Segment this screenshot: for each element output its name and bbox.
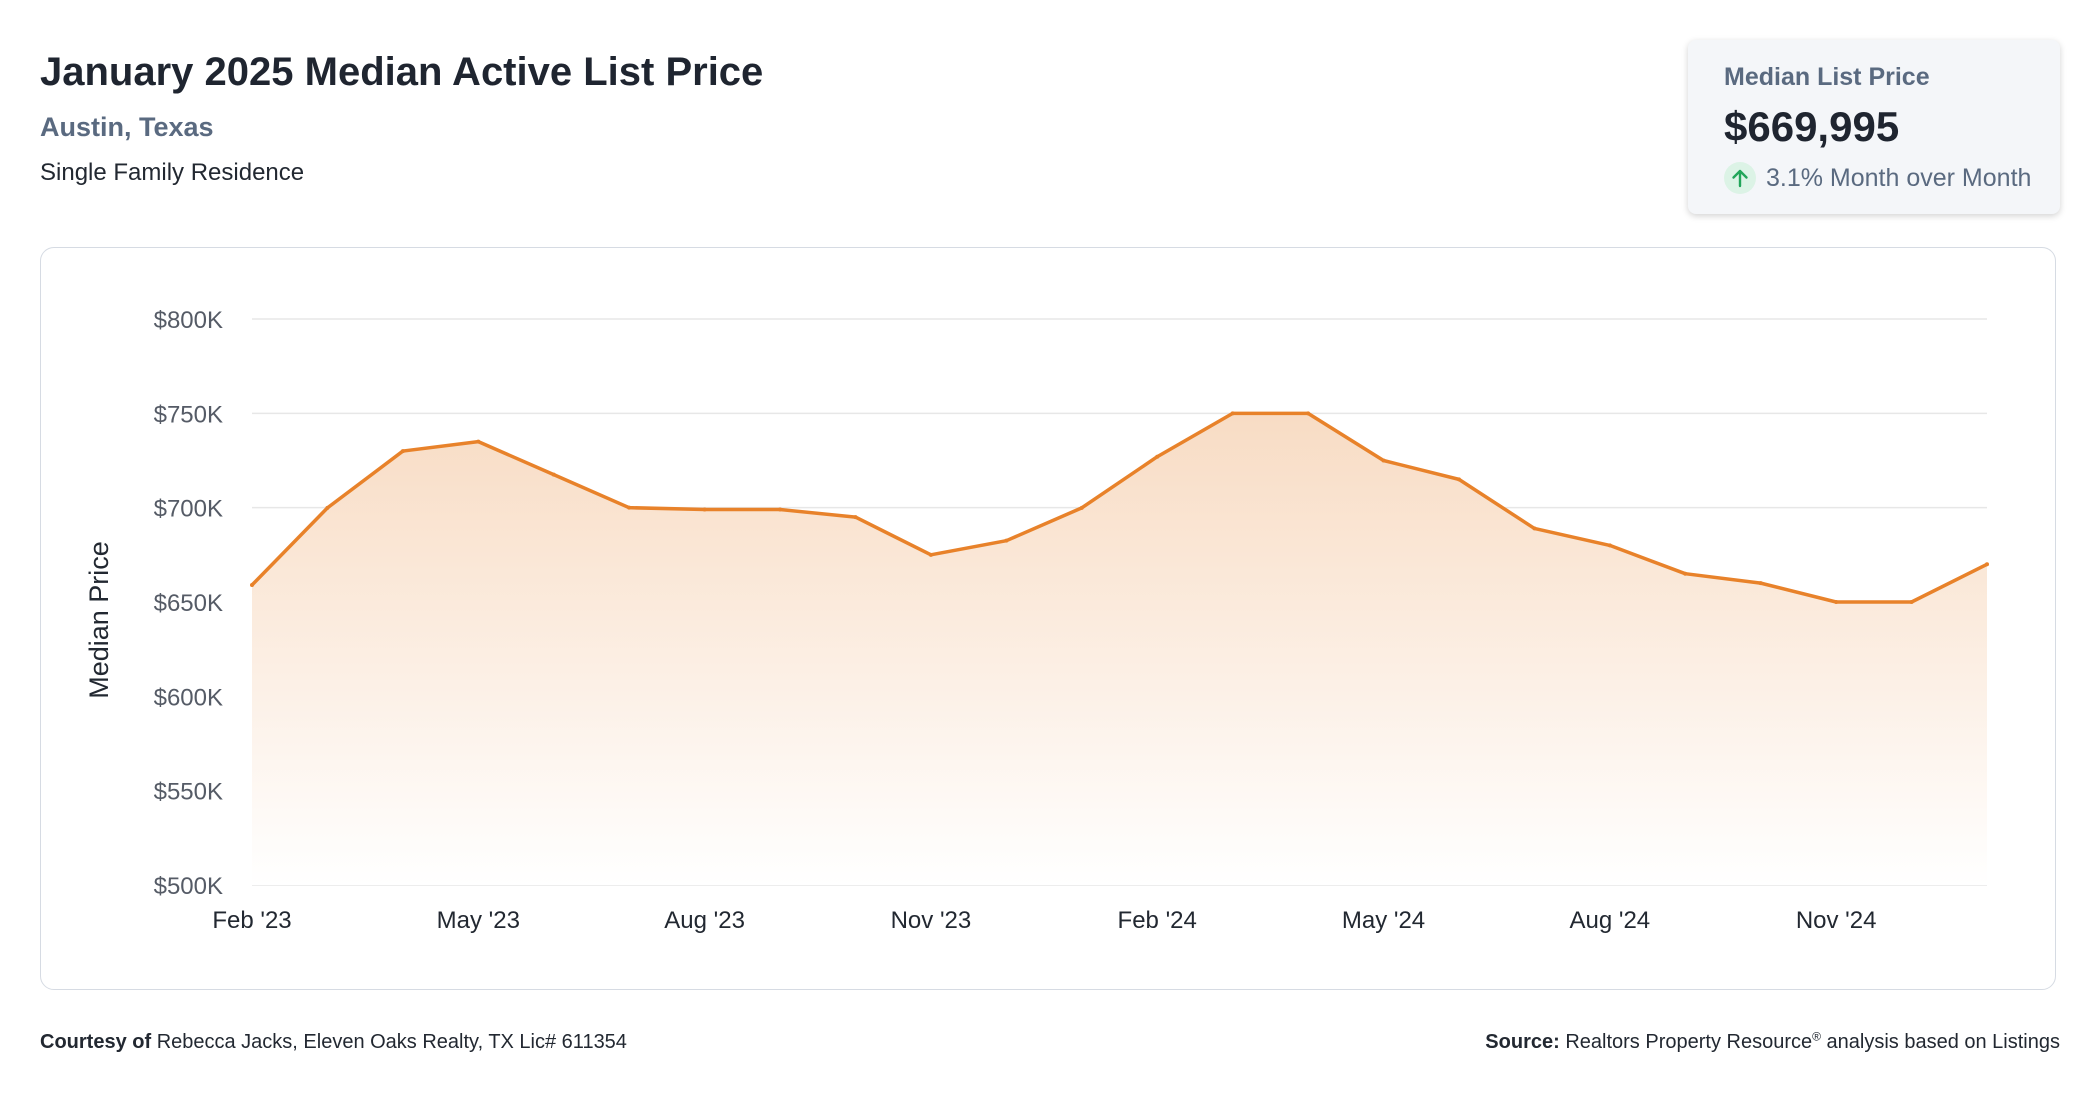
y-tick-label: $750K bbox=[154, 401, 223, 428]
registered-mark: ® bbox=[1812, 1029, 1821, 1044]
area-fill bbox=[252, 413, 1987, 885]
x-tick-label: Aug '24 bbox=[1569, 907, 1650, 934]
data-point bbox=[702, 507, 707, 512]
property-type-label: Single Family Residence bbox=[40, 159, 305, 186]
data-point bbox=[476, 439, 481, 444]
data-point bbox=[400, 449, 405, 454]
data-point bbox=[1758, 581, 1763, 586]
arrow-up-icon bbox=[1724, 162, 1756, 194]
source-label: Source: bbox=[1485, 1031, 1560, 1053]
chart-container: $500K $550K $600K $650K $700K $750K $800K Feb '… bbox=[40, 247, 2056, 990]
data-point bbox=[1683, 571, 1688, 576]
x-tick-label: Feb '23 bbox=[212, 907, 291, 934]
page-title: January 2025 Median Active List Price bbox=[40, 50, 764, 94]
data-point bbox=[1834, 600, 1839, 604]
series-line bbox=[250, 411, 1989, 604]
data-point bbox=[1909, 600, 1914, 604]
source-text-suffix: analysis based on Listings bbox=[1820, 1031, 2061, 1053]
x-tick-label: Aug '23 bbox=[664, 907, 745, 934]
data-point bbox=[1079, 505, 1084, 510]
x-tick-label: May '23 bbox=[437, 907, 520, 934]
data-point bbox=[778, 507, 783, 512]
source-footer: Source: Realtors Property Resource® anal… bbox=[1485, 1029, 2061, 1054]
data-point bbox=[1004, 538, 1009, 543]
y-tick-label: $600K bbox=[154, 684, 223, 711]
data-point bbox=[1456, 477, 1461, 482]
x-tick-label: Feb '24 bbox=[1118, 907, 1197, 934]
stat-change: 3.1% Month over Month bbox=[1724, 162, 2060, 194]
courtesy-footer: Courtesy of Rebecca Jacks, Eleven Oaks R… bbox=[40, 1031, 627, 1054]
y-tick-label: $500K bbox=[154, 873, 223, 900]
y-tick-label: $550K bbox=[154, 779, 223, 806]
data-point bbox=[1607, 543, 1612, 548]
x-tick-label: Nov '23 bbox=[891, 907, 972, 934]
data-point bbox=[853, 515, 858, 520]
courtesy-text: Rebecca Jacks, Eleven Oaks Realty, TX Li… bbox=[156, 1031, 627, 1053]
data-point bbox=[928, 552, 933, 557]
data-point bbox=[551, 472, 556, 477]
y-axis-label: Median Price bbox=[84, 541, 114, 699]
stat-value: $669,995 bbox=[1724, 103, 1900, 150]
data-point bbox=[1985, 562, 1989, 567]
data-point bbox=[325, 505, 330, 510]
data-point bbox=[1230, 411, 1235, 416]
median-price-chart: $500K $550K $600K $650K $700K $750K $800K Feb '… bbox=[84, 307, 1989, 934]
x-tick-label: May '24 bbox=[1342, 907, 1425, 934]
x-tick-label: Nov '24 bbox=[1796, 907, 1877, 934]
y-tick-label: $800K bbox=[154, 307, 223, 334]
stat-change-text: 3.1% Month over Month bbox=[1766, 163, 2032, 192]
data-point bbox=[1381, 458, 1386, 463]
courtesy-label: Courtesy of bbox=[40, 1031, 152, 1053]
header: January 2025 Median Active List Price Au… bbox=[40, 46, 763, 188]
data-point bbox=[1306, 411, 1311, 416]
data-point bbox=[1532, 526, 1537, 531]
y-tick-label: $650K bbox=[154, 590, 223, 617]
data-point bbox=[250, 583, 254, 588]
source-text: Realtors Property Resource bbox=[1565, 1031, 1813, 1053]
data-point bbox=[627, 505, 632, 510]
data-point bbox=[1155, 454, 1160, 459]
y-tick-label: $700K bbox=[154, 496, 223, 523]
location-subtitle: Austin, Texas bbox=[40, 112, 214, 142]
stat-label: Median List Price bbox=[1724, 63, 1930, 91]
median-list-price-card: Median List Price $669,995 3.1% Month ov… bbox=[1688, 40, 2060, 214]
